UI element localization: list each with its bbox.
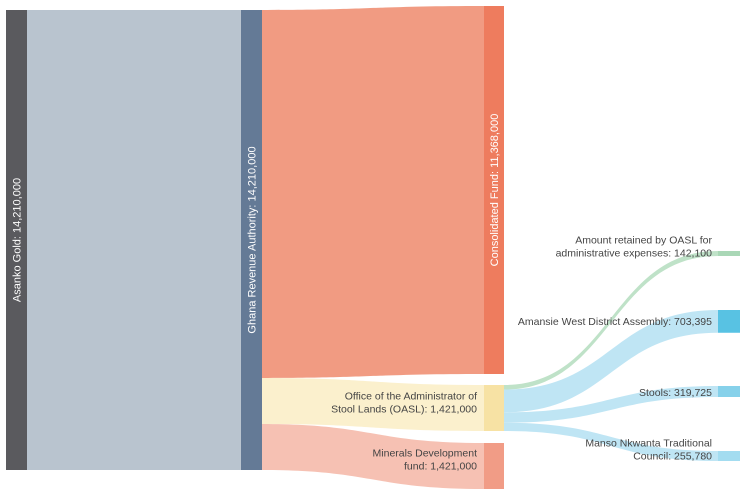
label-consolidated: Consolidated Fund: 11,368,000: [489, 114, 501, 267]
node-oasl: [484, 385, 504, 431]
link-oasl-to-amansie: [504, 310, 718, 413]
node-minerals: [484, 443, 504, 489]
link-asanko-to-gra: [27, 10, 241, 470]
node-asanko: [6, 10, 27, 470]
label-stools: Stools: 319,725: [639, 387, 712, 399]
label-oasl: Office of the Administrator of Stool Land…: [331, 391, 477, 416]
label-minerals: Minerals Development fund: 1,421,000: [373, 448, 478, 473]
node-manso: [718, 451, 740, 461]
node-stools: [718, 386, 740, 397]
node-amansie: [718, 310, 740, 333]
label-gra: Ghana Revenue Authority: 14,210,000: [247, 146, 259, 333]
link-gra-to-consolidated: [262, 6, 484, 378]
link-gra-to-minerals: [262, 424, 484, 489]
label-amansie: Amansie West District Assembly: 703,395: [518, 316, 712, 328]
label-asanko: Asanko Gold: 14,210,000: [12, 178, 24, 302]
node-retained: [718, 251, 740, 256]
node-gra: [241, 10, 262, 470]
link-oasl-to-manso: [504, 422, 718, 461]
link-oasl-to-stools: [504, 386, 718, 423]
link-oasl-to-retained: [504, 251, 718, 390]
node-consolidated: [484, 6, 504, 374]
label-manso: Manso Nkwanta Traditional Council: 255,78…: [585, 438, 712, 463]
label-retained: Amount retained by OASL for administrativ…: [556, 235, 713, 260]
link-gra-to-oasl: [262, 378, 484, 431]
